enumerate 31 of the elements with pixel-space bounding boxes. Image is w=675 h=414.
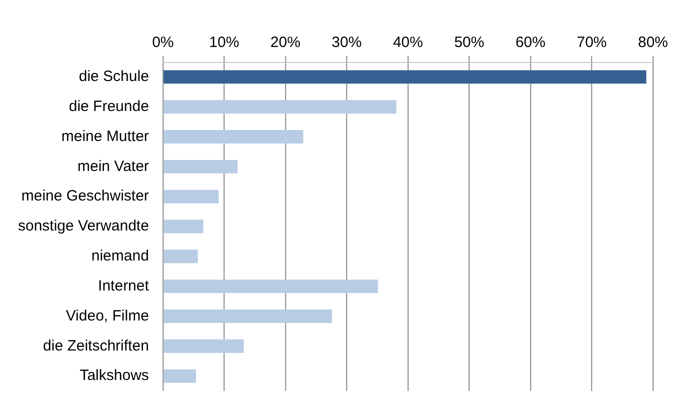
y-tick-label: meine Mutter [61, 128, 149, 145]
bar [164, 160, 238, 174]
x-tick-label: 50% [454, 34, 484, 52]
bar [164, 310, 332, 323]
bar [164, 369, 196, 383]
x-tick-label: 30% [332, 34, 362, 52]
bar [164, 220, 204, 234]
bar [164, 130, 304, 144]
x-tick-label: 60% [515, 34, 546, 52]
y-tick-label: Talkshows [80, 367, 149, 384]
y-tick-label: meine Geschwister [21, 188, 149, 205]
x-tick-label: 0% [152, 34, 174, 52]
bar [164, 70, 646, 84]
bar [164, 190, 219, 204]
y-tick-label: sonstige Verwandte [18, 218, 149, 235]
y-tick-label: die Schule [78, 68, 149, 86]
y-tick-label: niemand [91, 248, 149, 265]
x-tick-label: 20% [270, 34, 300, 52]
y-tick-label: die Freunde [68, 98, 149, 116]
y-tick-label: Internet [98, 277, 150, 294]
y-tick-label: die Zeitschriften [43, 337, 149, 354]
bar [164, 339, 244, 353]
x-tick-label: 70% [576, 34, 607, 52]
bar [164, 250, 198, 264]
x-tick-label: 10% [209, 34, 240, 52]
x-tick-label: 40% [392, 34, 423, 52]
bar [164, 280, 378, 294]
bar [164, 100, 396, 114]
y-tick-label: Video, Filme [66, 307, 149, 324]
x-tick-label: 80% [638, 34, 668, 52]
y-tick-label: mein Vater [78, 158, 149, 175]
